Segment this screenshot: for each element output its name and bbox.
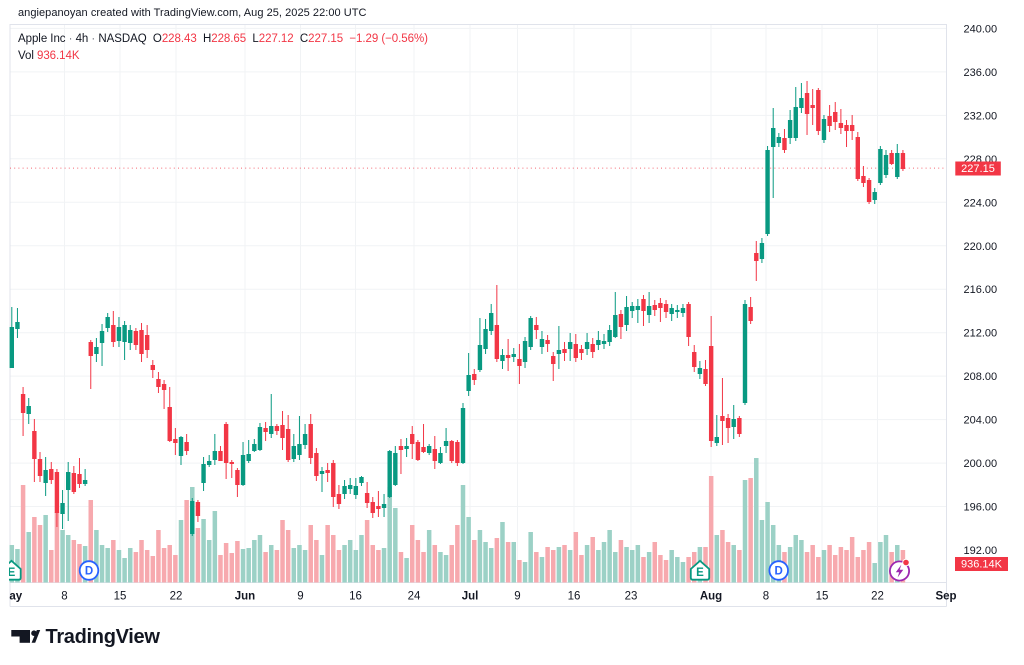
svg-text:D: D — [85, 566, 93, 578]
svg-text:TradingView: TradingView — [46, 626, 161, 648]
svg-text:232.00: 232.00 — [964, 110, 998, 122]
svg-text:227.15: 227.15 — [961, 163, 995, 175]
svg-text:22: 22 — [871, 591, 884, 603]
svg-text:Sep: Sep — [935, 591, 956, 603]
svg-text:212.00: 212.00 — [964, 328, 998, 340]
svg-text:16: 16 — [568, 591, 581, 603]
svg-text:9: 9 — [297, 591, 303, 603]
svg-text:D: D — [775, 566, 783, 578]
svg-text:196.00: 196.00 — [964, 502, 998, 514]
svg-text:200.00: 200.00 — [964, 458, 998, 470]
svg-text:240.00: 240.00 — [964, 23, 998, 35]
svg-text:208.00: 208.00 — [964, 371, 998, 383]
svg-text:E: E — [8, 567, 16, 579]
svg-text:22: 22 — [170, 591, 183, 603]
svg-text:Aug: Aug — [700, 591, 722, 603]
svg-text:E: E — [696, 567, 704, 579]
svg-text:216.00: 216.00 — [964, 284, 998, 296]
svg-text:192.00: 192.00 — [964, 545, 998, 557]
svg-text:9: 9 — [514, 591, 520, 603]
svg-text:16: 16 — [349, 591, 362, 603]
svg-text:24: 24 — [408, 591, 421, 603]
svg-text:15: 15 — [114, 591, 127, 603]
svg-text:Jun: Jun — [235, 591, 255, 603]
svg-text:224.00: 224.00 — [964, 197, 998, 209]
svg-text:Jul: Jul — [462, 591, 479, 603]
svg-text:8: 8 — [763, 591, 769, 603]
svg-text:204.00: 204.00 — [964, 415, 998, 427]
svg-text:236.00: 236.00 — [964, 67, 998, 79]
svg-text:15: 15 — [816, 591, 829, 603]
svg-text:8: 8 — [61, 591, 67, 603]
svg-text:23: 23 — [625, 591, 638, 603]
svg-text:220.00: 220.00 — [964, 241, 998, 253]
svg-text:936.14K: 936.14K — [961, 559, 1003, 571]
svg-text:May: May — [0, 591, 23, 603]
